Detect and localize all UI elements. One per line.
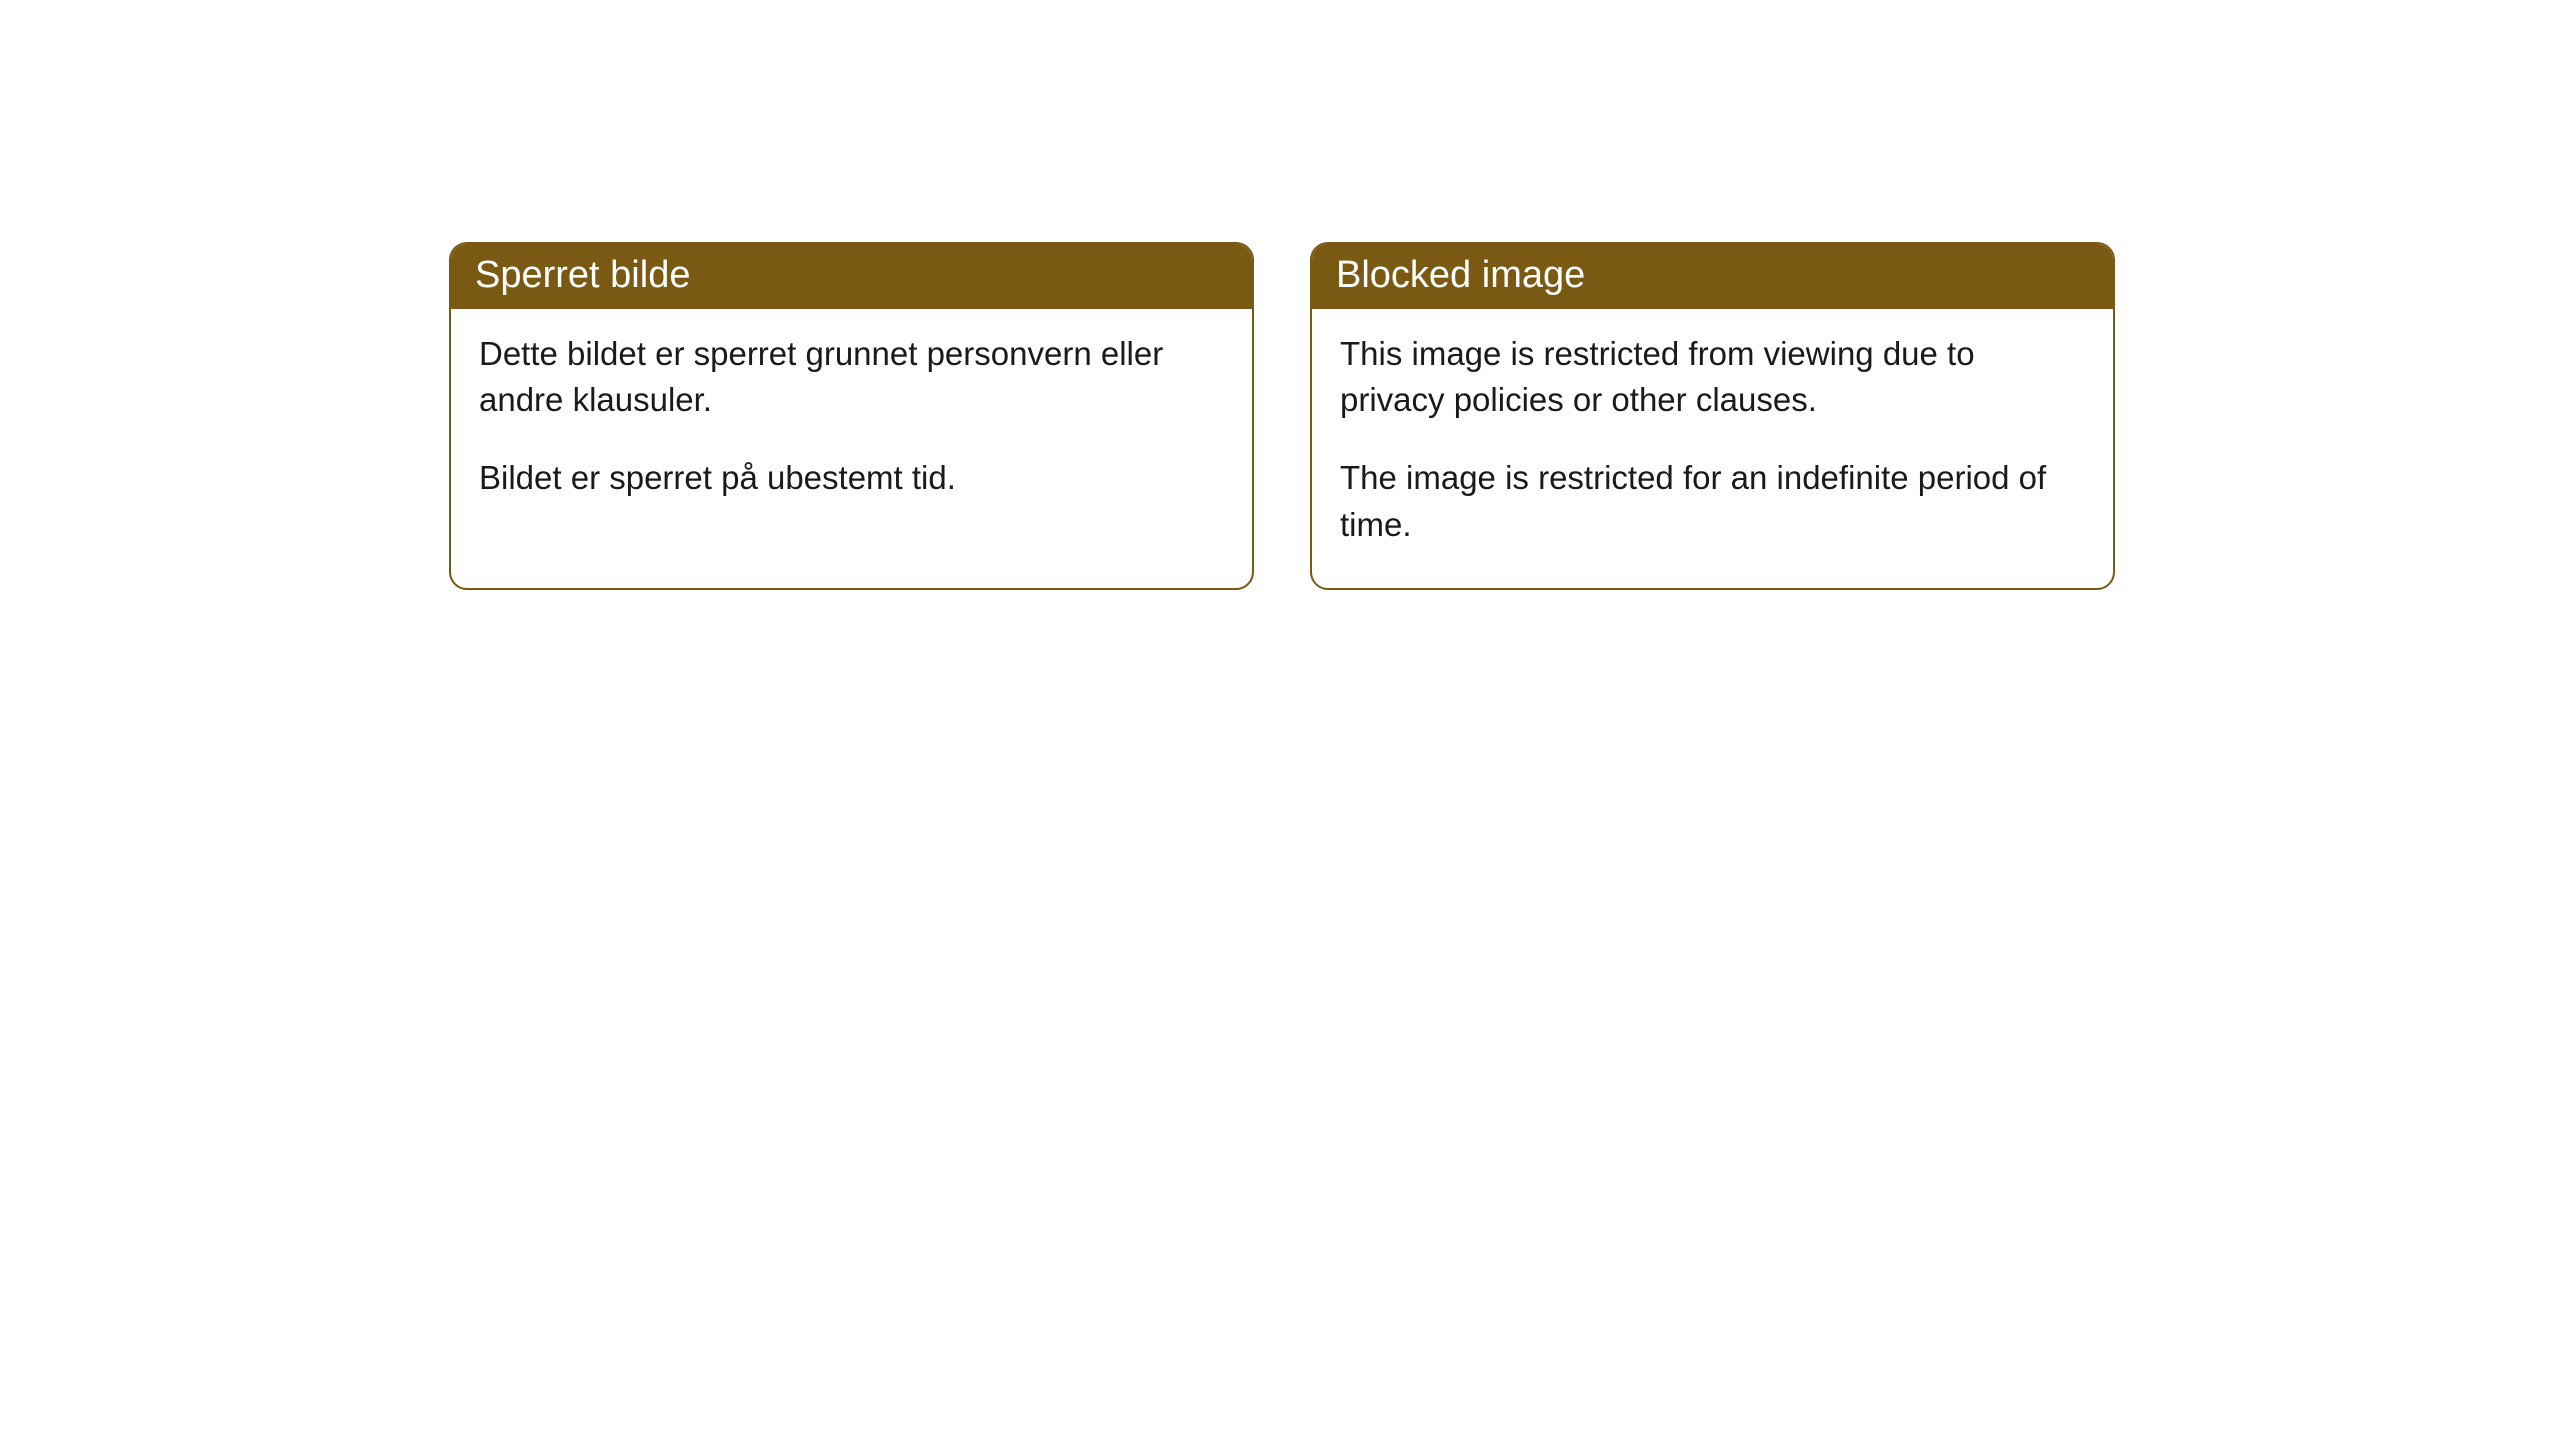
card-paragraph: This image is restricted from viewing du…: [1340, 331, 2085, 423]
cards-container: Sperret bilde Dette bildet er sperret gr…: [0, 0, 2560, 590]
card-paragraph: Dette bildet er sperret grunnet personve…: [479, 331, 1224, 423]
card-title: Blocked image: [1336, 254, 1585, 296]
card-paragraph: Bildet er sperret på ubestemt tid.: [479, 455, 1224, 501]
card-header-norwegian: Sperret bilde: [451, 244, 1252, 309]
card-english: Blocked image This image is restricted f…: [1310, 242, 2115, 590]
card-body-norwegian: Dette bildet er sperret grunnet personve…: [451, 309, 1252, 542]
card-body-english: This image is restricted from viewing du…: [1312, 309, 2113, 588]
card-paragraph: The image is restricted for an indefinit…: [1340, 455, 2085, 547]
card-header-english: Blocked image: [1312, 244, 2113, 309]
card-norwegian: Sperret bilde Dette bildet er sperret gr…: [449, 242, 1254, 590]
card-title: Sperret bilde: [475, 254, 690, 296]
